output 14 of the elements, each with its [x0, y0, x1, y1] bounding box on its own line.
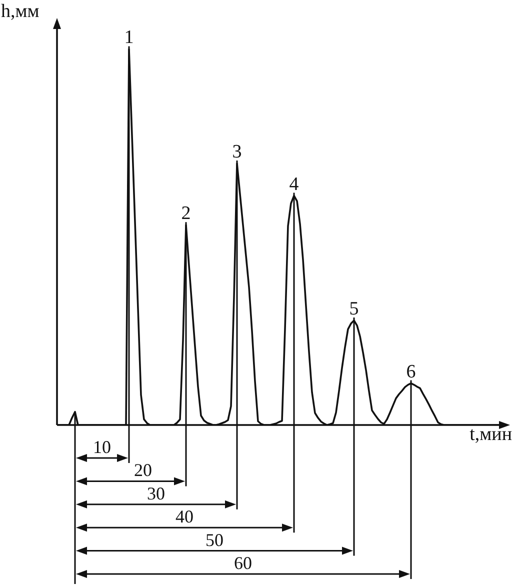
text: 10	[93, 437, 111, 457]
text: 20	[134, 460, 152, 480]
x-axis-title: t,мин	[470, 424, 512, 445]
annotation: 4	[289, 174, 300, 195]
text: 30	[147, 483, 165, 504]
annotation: 5	[349, 298, 359, 320]
text: 40	[176, 506, 194, 527]
text: 60	[234, 553, 252, 573]
annotation: 3	[232, 141, 242, 162]
annotation: 6	[406, 361, 416, 382]
y-axis-title: h,мм	[1, 1, 40, 22]
annotation: 2	[181, 203, 191, 224]
annotation: 1	[124, 27, 134, 48]
text: 50	[206, 530, 224, 550]
